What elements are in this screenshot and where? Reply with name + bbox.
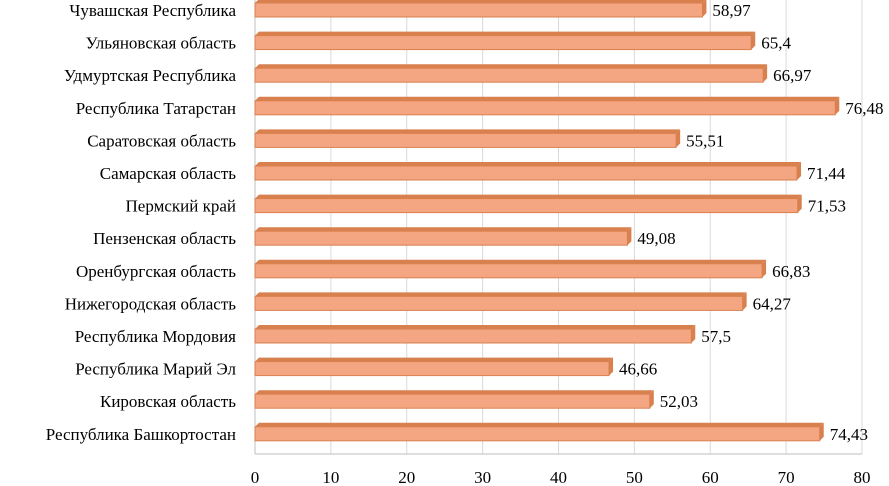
bar-end-face [649,390,654,409]
bar-end-face [627,227,632,246]
value-labels: 58,97 65,4 66,97 76,48 55,51 71,44 71,53 49,08 6… [619,1,884,444]
category-label: Республика Мордовия [75,327,236,346]
bar-top-face [255,0,706,3]
bar-top-face [255,227,632,232]
category-label: Пермский край [126,197,236,216]
bar-front-face [254,426,821,442]
bar-front-face [254,361,610,377]
bar [254,96,840,116]
bar-end-face [763,64,768,83]
value-label: 74,43 [830,425,868,444]
x-tick-label: 20 [398,468,415,486]
category-label: Чувашская Республика [69,1,236,20]
bar-top-face [255,422,824,427]
bar [254,357,614,377]
bar-end-face [762,259,767,278]
bar [254,259,767,279]
value-label: 52,03 [660,392,698,411]
bar [254,129,681,148]
bar-top-face [255,162,802,166]
bar-top-face [255,325,696,329]
bar [254,0,707,18]
category-label: Республика Марий Эл [75,360,236,379]
bar-top-face [255,259,767,264]
x-axis-ticks: 0 10 20 30 40 50 60 70 80 [251,468,871,486]
category-label: Ульяновская область [86,34,237,53]
value-label: 66,97 [773,66,812,85]
bar-front-face [254,132,677,148]
bar-top-face [255,357,614,362]
x-tick-label: 40 [550,468,567,486]
bar-end-face [676,129,681,148]
bar-top-face [255,31,756,36]
bar-front-face [254,67,764,83]
bar-top-face [255,390,654,395]
bar [254,227,632,246]
value-label: 66,83 [772,262,810,281]
bar-end-face [691,325,696,343]
bar-front-face [254,328,692,344]
value-label: 49,08 [637,229,675,248]
value-label: 64,27 [753,294,792,313]
category-label: Оренбургская область [76,262,236,281]
value-label: 65,4 [761,34,791,53]
bar-end-face [742,292,747,311]
value-label: 58,97 [712,1,751,20]
value-label: 46,66 [619,360,657,379]
bar-front-face [254,295,744,311]
x-tick-label: 50 [626,468,643,486]
bar [254,325,696,344]
bar-end-face [819,422,824,441]
bar [254,64,768,83]
bar-front-face [254,100,836,116]
bar-end-face [609,357,614,376]
bar-front-face [254,263,763,279]
x-tick-label: 70 [778,468,795,486]
bar-end-face [702,0,707,17]
value-label: 55,51 [686,131,724,150]
bar [254,422,824,442]
bar-front-face [254,165,798,181]
category-label: Удмуртская Республика [64,66,237,85]
x-tick-label: 10 [322,468,339,486]
bar [254,292,747,311]
bar-front-face [254,35,752,51]
bar-top-face [255,96,840,101]
category-label: Пензенская область [93,229,236,248]
bar-front-face [254,393,651,409]
bar [254,31,756,51]
bar-top-face [255,129,681,134]
bar-top-face [255,64,768,69]
category-label: Саратовская область [87,131,236,150]
bar-front-face [254,230,628,246]
value-label: 71,44 [807,164,846,183]
value-label: 71,53 [808,197,846,216]
bar [254,162,802,181]
category-label: Республика Татарстан [76,99,236,118]
category-label: Самарская область [100,164,236,183]
bar [254,390,654,409]
bar-end-face [797,194,802,213]
bar-end-face [835,96,840,115]
bar-front-face [254,198,799,214]
x-tick-label: 80 [854,468,871,486]
bar-front-face [254,2,703,18]
value-label: 57,5 [701,327,731,346]
x-tick-label: 0 [251,468,260,486]
x-tick-label: 30 [474,468,491,486]
bars [254,0,840,442]
bar-top-face [255,194,802,199]
bar [254,194,802,214]
x-tick-label: 60 [702,468,719,486]
category-labels: Чувашская Республика Ульяновская область У… [46,1,237,444]
category-label: Нижегородская область [65,294,237,313]
bar-top-face [255,292,747,297]
category-label: Республика Башкортостан [46,425,236,444]
bar-end-face [751,31,756,50]
value-label: 76,48 [845,99,883,118]
category-label: Кировская область [100,392,236,411]
bar-end-face [797,162,802,180]
